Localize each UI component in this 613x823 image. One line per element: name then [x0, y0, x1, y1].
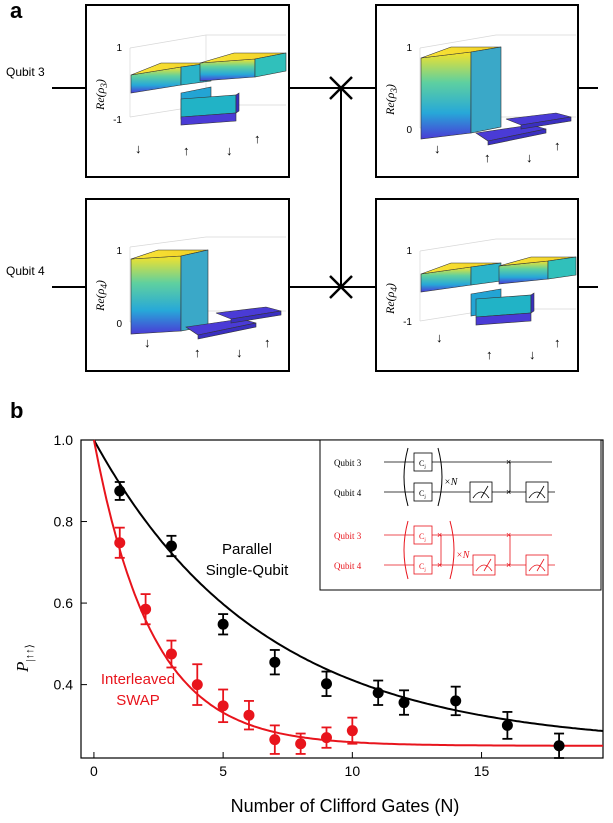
y-tick-label: 1.0 [54, 432, 74, 448]
qubit4-label: Qubit 4 [6, 264, 45, 278]
inset-swap-circuit: Qubit 3 Qubit 4 Cj Cj × × ×N × × [334, 520, 555, 580]
data-point-red [320, 732, 332, 744]
data-point-black [450, 695, 462, 707]
svg-text:Qubit 4: Qubit 4 [334, 488, 362, 498]
series-label-swap-line1: Interleaved [101, 671, 175, 688]
svg-text:Cj: Cj [419, 562, 426, 573]
inset-circuits: Qubit 3 Qubit 4 Cj Cj ×N × × Qubit 3 Qub… [319, 439, 602, 591]
y-tick-label: 0.8 [54, 514, 74, 530]
basis-label: ↓ [434, 141, 441, 156]
rho3-axis-label: Re(ρ3) [93, 79, 109, 111]
basis-label: ↑ [486, 347, 493, 362]
basis-label: ↑ [183, 143, 190, 158]
panel-a-letter: a [10, 0, 23, 23]
data-point-black [372, 687, 384, 699]
svg-text:Qubit 3: Qubit 3 [334, 531, 362, 541]
data-point-red [217, 700, 229, 712]
data-point-black [398, 697, 410, 709]
basis-label: ↓ [526, 150, 533, 165]
basis-label: ↓ [436, 330, 443, 345]
tick-label: -1 [113, 115, 122, 126]
panel-b-letter: b [10, 398, 24, 423]
data-point-red [243, 709, 255, 721]
tick-label: 1 [406, 43, 412, 54]
basis-label: ↓ [226, 143, 233, 158]
data-point-red [191, 679, 203, 691]
x-tick-label: 10 [345, 763, 361, 779]
data-point-red [114, 537, 126, 549]
tick-label: -1 [403, 317, 412, 328]
swap-cross-top [329, 76, 353, 100]
svg-text:×: × [506, 457, 511, 467]
basis-label: ↓ [135, 141, 142, 156]
data-points [114, 481, 565, 759]
series-label-parallel-line2: Single-Qubit [206, 562, 289, 579]
svg-text:Qubit 3: Qubit 3 [334, 458, 362, 468]
rho4-axis-label: Re(ρ4) [93, 280, 109, 312]
y-tick-label: 0.6 [54, 595, 74, 611]
svg-text:×: × [506, 487, 511, 497]
rho4-before-plot: 1 0 Re(ρ4) ↓ ↑ ↓ ↑ [85, 198, 290, 372]
tick-label: 1 [116, 43, 122, 54]
svg-text:Cj: Cj [419, 459, 426, 470]
svg-text:Cj: Cj [419, 532, 426, 543]
rho3-after-plot: 1 0 Re(ρ3) ↓ ↑ ↓ ↑ [375, 4, 579, 178]
y-axis-label: P|↑↑⟩ [13, 644, 36, 673]
data-point-black [165, 540, 177, 552]
basis-label: ↑ [264, 335, 271, 350]
svg-text:×: × [437, 530, 442, 540]
data-point-black [269, 656, 281, 668]
fit-curve-red [92, 439, 603, 747]
tick-label: 1 [116, 246, 122, 257]
data-point-red [165, 648, 177, 660]
data-point-black [553, 740, 565, 752]
data-point-black [217, 618, 229, 630]
basis-label: ↑ [254, 131, 261, 146]
y-tick-label: 0.4 [54, 677, 74, 693]
data-point-red [140, 603, 152, 615]
basis-label: ↓ [529, 347, 536, 362]
tick-label: 0 [116, 319, 122, 330]
basis-label: ↑ [554, 335, 561, 350]
data-point-black [320, 678, 332, 690]
svg-text:×: × [437, 560, 442, 570]
data-point-black [501, 719, 513, 731]
series-label-swap-line2: SWAP [116, 692, 160, 709]
rho4-after-plot: 1 -1 Re(ρ4) ↓ ↑ ↓ ↑ [375, 198, 579, 372]
svg-text:×N: ×N [444, 477, 459, 488]
x-tick-label: 5 [219, 763, 227, 779]
fit-curves [92, 439, 604, 747]
basis-label: ↑ [484, 150, 491, 165]
x-tick-label: 15 [474, 763, 490, 779]
svg-text:Qubit 4: Qubit 4 [334, 561, 362, 571]
inset-parallel-circuit: Qubit 3 Qubit 4 Cj Cj ×N × × [334, 447, 555, 507]
data-point-black [114, 485, 126, 497]
basis-label: ↓ [144, 335, 151, 350]
x-tick-label: 0 [90, 763, 98, 779]
tick-labels: 0 5 10 15 0.4 0.6 0.8 1.0 [54, 432, 490, 779]
rho3-axis-label: Re(ρ3) [383, 84, 399, 116]
svg-text:×N: ×N [456, 550, 471, 561]
basis-label: ↑ [194, 345, 201, 360]
data-point-red [269, 734, 281, 746]
rho4-axis-label: Re(ρ4) [383, 283, 399, 315]
clifford-decay-chart: 0 5 10 15 0.4 0.6 0.8 1.0 Number of Clifford Ga… [13, 432, 604, 816]
basis-label: ↓ [236, 345, 243, 360]
swap-cross-bottom [329, 275, 353, 299]
tick-label: 0 [406, 125, 412, 136]
data-point-red [295, 738, 307, 750]
svg-text:×: × [506, 530, 511, 540]
basis-label: ↑ [554, 138, 561, 153]
svg-text:Cj: Cj [419, 489, 426, 500]
svg-text:×: × [506, 560, 511, 570]
x-axis-label: Number of Clifford Gates (N) [231, 796, 460, 816]
tick-label: 1 [406, 246, 412, 257]
rho3-before-plot: 1 -1 Re(ρ3) ↓ ↑ ↓ ↑ [85, 4, 290, 178]
qubit3-label: Qubit 3 [6, 65, 45, 79]
fit-curve-black [93, 439, 604, 732]
panel-a-circuit: Qubit 3 Qubit 4 1 -1 Re(ρ3) ↓ ↑ ↓ [6, 4, 598, 372]
data-point-red [346, 725, 358, 737]
series-label-parallel-line1: Parallel [222, 541, 272, 558]
